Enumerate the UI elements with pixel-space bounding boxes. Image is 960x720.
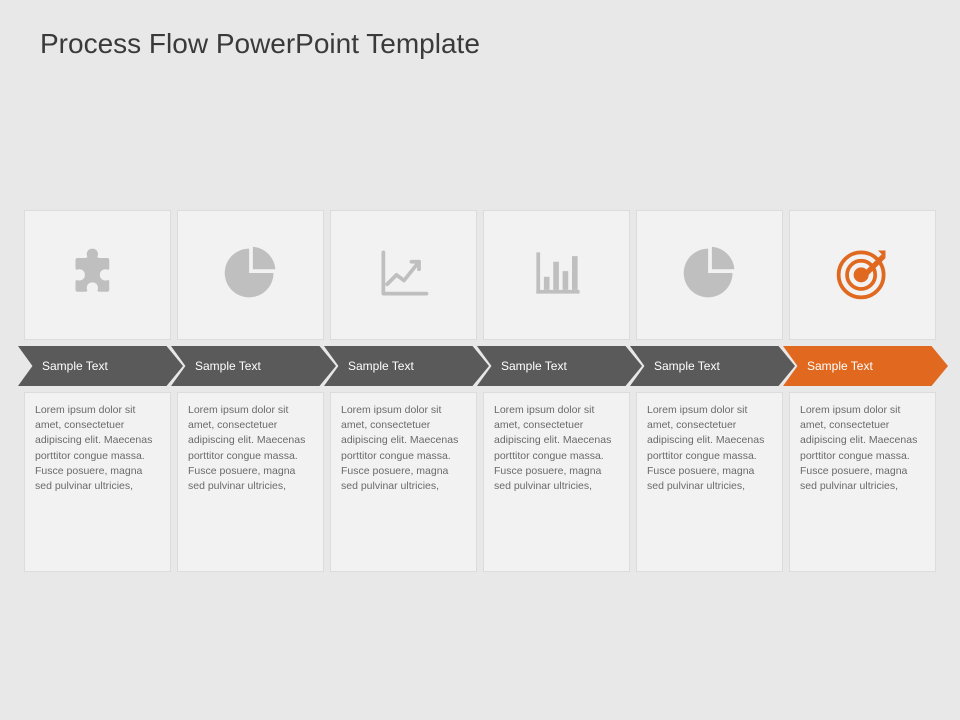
step-2-desc: Lorem ipsum dolor sit amet, consectetuer… [177,392,324,572]
step-1-desc: Lorem ipsum dolor sit amet, consectetuer… [24,392,171,572]
page-title: Process Flow PowerPoint Template [40,28,480,60]
step-2-arrow: Sample Text [177,346,324,386]
step-1-icon-box [24,210,171,340]
puzzle-icon [68,243,128,308]
linechart-icon [374,243,434,308]
step-6-label: Sample Text [789,346,936,386]
step-1-arrow: Sample Text [24,346,171,386]
step-6: Sample Text Lorem ipsum dolor sit amet, … [789,210,936,572]
step-2-icon-box [177,210,324,340]
step-4: Sample Text Lorem ipsum dolor sit amet, … [483,210,630,572]
step-4-label: Sample Text [483,346,630,386]
step-5: Sample Text Lorem ipsum dolor sit amet, … [636,210,783,572]
step-2: Sample Text Lorem ipsum dolor sit amet, … [177,210,324,572]
step-4-desc: Lorem ipsum dolor sit amet, consectetuer… [483,392,630,572]
step-3-arrow: Sample Text [330,346,477,386]
step-5-desc: Lorem ipsum dolor sit amet, consectetuer… [636,392,783,572]
step-1-label: Sample Text [24,346,171,386]
pie-icon [680,243,740,308]
step-3-desc: Lorem ipsum dolor sit amet, consectetuer… [330,392,477,572]
step-6-arrow: Sample Text [789,346,936,386]
step-3: Sample Text Lorem ipsum dolor sit amet, … [330,210,477,572]
step-4-icon-box [483,210,630,340]
step-5-label: Sample Text [636,346,783,386]
pie-icon [221,243,281,308]
step-1: Sample Text Lorem ipsum dolor sit amet, … [24,210,171,572]
target-icon [833,243,893,308]
step-5-arrow: Sample Text [636,346,783,386]
step-6-desc: Lorem ipsum dolor sit amet, consectetuer… [789,392,936,572]
step-4-arrow: Sample Text [483,346,630,386]
step-5-icon-box [636,210,783,340]
step-2-label: Sample Text [177,346,324,386]
process-flow: Sample Text Lorem ipsum dolor sit amet, … [24,210,936,572]
barchart-icon [527,243,587,308]
step-6-icon-box [789,210,936,340]
step-3-label: Sample Text [330,346,477,386]
step-3-icon-box [330,210,477,340]
